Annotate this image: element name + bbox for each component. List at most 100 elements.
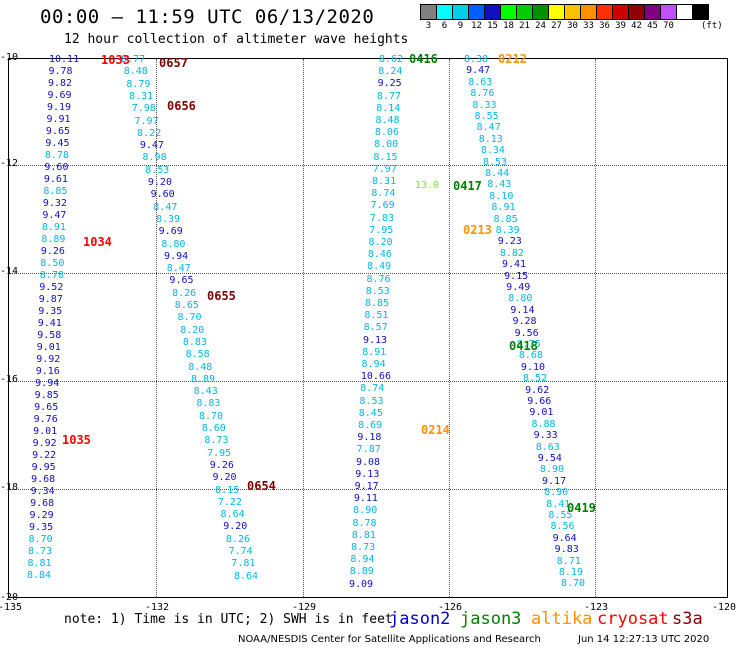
latitude-tick-label: -10 <box>0 52 19 63</box>
wave-height-value: 7.69 <box>370 200 395 212</box>
wave-height-value: 9.60 <box>150 189 175 201</box>
wave-height-value: 8.41 <box>546 498 571 510</box>
wave-height-value: 8.89 <box>349 566 374 578</box>
wave-height-value: 9.41 <box>501 259 527 271</box>
wave-height-value: 8.74 <box>371 188 396 200</box>
wave-height-value: 9.14 <box>510 304 535 316</box>
orbit-number-label: 0419 <box>567 501 596 515</box>
wave-height-value: 8.53 <box>359 395 384 407</box>
wave-height-value: 8.55 <box>474 111 499 122</box>
footnote: note: 1) Time is in UTC; 2) SWH is in fe… <box>64 612 393 627</box>
wave-height-value: 7.95 <box>369 224 394 236</box>
wave-height-value: 9.92 <box>36 354 61 365</box>
wave-height-value: 9.65 <box>34 402 59 413</box>
wave-height-value: 8.79 <box>126 78 151 90</box>
grid-line-horizontal <box>9 489 727 490</box>
wave-height-value: 8.85 <box>365 298 390 309</box>
wave-height-value: 9.26 <box>40 246 65 257</box>
wave-height-value: 9.82 <box>47 78 73 89</box>
wave-height-value: 9.15 <box>504 270 529 282</box>
grid-line-horizontal <box>9 381 727 382</box>
grid-line-vertical <box>595 59 596 597</box>
wave-height-value: 8.06 <box>374 127 399 139</box>
wave-height-value: 9.45 <box>45 138 70 149</box>
scale-tick-label: 12 <box>471 21 482 31</box>
orbit-number-label: 0656 <box>167 99 196 113</box>
longitude-tick-label: -135 <box>0 602 23 613</box>
wave-height-value: 9.60 <box>44 162 69 173</box>
scale-swatch <box>484 4 501 20</box>
wave-height-value: 13.0 <box>415 180 440 191</box>
wave-height-value: 9.95 <box>31 462 56 473</box>
wave-height-value: 10.66 <box>360 371 391 383</box>
orbit-number-label: 0417 <box>453 179 482 193</box>
wave-height-value: 9.68 <box>30 498 55 509</box>
grid-line-vertical <box>303 59 304 597</box>
wave-height-value: 9.83 <box>554 544 579 556</box>
wave-height-value: 8.64 <box>220 509 245 521</box>
wave-height-value: 9.17 <box>542 475 567 487</box>
wave-height-value: 8.48 <box>123 66 148 78</box>
wave-height-value: 9.94 <box>164 250 189 262</box>
wave-height-value: 8.91 <box>362 346 387 358</box>
wave-height-value: 8.78 <box>39 270 64 281</box>
legend-entry: jason3 <box>460 609 522 629</box>
scale-tick-label: 9 <box>457 21 464 31</box>
scale-swatch <box>532 4 549 20</box>
wave-height-value: 8.20 <box>368 237 393 248</box>
wave-height-value: 8.46 <box>367 249 392 261</box>
wave-height-value: 8.83 <box>182 336 207 348</box>
scale-tick-label: 36 <box>599 21 610 31</box>
wave-height-value: 8.73 <box>28 546 53 557</box>
scale-swatch <box>500 4 517 20</box>
wave-height-value: 9.41 <box>37 318 62 329</box>
orbit-number-label: 1035 <box>62 433 91 447</box>
wave-height-value: 8.38 <box>464 54 489 65</box>
wave-height-value: 8.85 <box>43 186 68 197</box>
wave-height-value: 8.78 <box>44 150 69 161</box>
wave-height-value: 8.68 <box>518 350 543 362</box>
wave-height-value: 9.65 <box>45 126 71 137</box>
wave-height-value: 8.70 <box>199 410 224 422</box>
wave-height-value: 8.63 <box>468 76 493 88</box>
scale-tick-label: 6 <box>441 21 448 31</box>
wave-height-value: 8.74 <box>360 383 385 395</box>
wave-height-value: 8.70 <box>177 312 202 324</box>
wave-height-value: 8.26 <box>172 287 197 299</box>
scale-swatch <box>420 4 437 20</box>
scale-tick-label: 70 <box>663 21 674 31</box>
wave-height-value: 9.09 <box>349 578 374 590</box>
legend-entry: altika <box>531 609 593 629</box>
wave-height-value: 8.57 <box>363 322 388 334</box>
longitude-tick-label: -126 <box>438 602 463 613</box>
wave-height-value: 8.49 <box>367 261 392 273</box>
scale-swatch <box>596 4 613 20</box>
scale-swatch <box>676 4 693 20</box>
wave-height-value: 8.78 <box>352 517 377 529</box>
wave-height-value: 9.78 <box>48 66 73 77</box>
wave-height-value: 8.53 <box>145 164 170 176</box>
wave-height-value: 7.95 <box>207 447 232 459</box>
wave-height-value: 8.14 <box>376 102 401 114</box>
wave-height-value: 8.71 <box>556 555 581 567</box>
wave-height-value: 8.85 <box>493 213 518 225</box>
wave-height-value: 9.34 <box>30 486 55 497</box>
wave-height-value: 8.90 <box>544 487 569 499</box>
wave-height-value: 9.62 <box>525 384 550 396</box>
chart-subtitle: 12 hour collection of altimeter wave hei… <box>64 32 409 47</box>
wave-height-value: 8.31 <box>372 176 397 187</box>
wave-height-value: 8.43 <box>193 386 218 398</box>
wave-height-value: 7.22 <box>217 496 242 508</box>
wave-height-value: 8.94 <box>361 359 386 370</box>
wave-height-value: 8.70 <box>28 534 53 545</box>
wave-height-value: 8.56 <box>550 521 575 533</box>
latitude-tick-label: -12 <box>0 158 19 169</box>
wave-height-value: 8.13 <box>478 133 503 145</box>
wave-height-value: 8.91 <box>491 202 516 214</box>
wave-height-value: 9.76 <box>33 414 58 425</box>
wave-height-value: 8.55 <box>548 510 573 521</box>
wave-height-value: 8.81 <box>27 558 52 569</box>
wave-height-value: 8.50 <box>40 258 65 269</box>
scale-tick-label: 18 <box>503 21 514 31</box>
scale-swatch <box>692 4 709 20</box>
